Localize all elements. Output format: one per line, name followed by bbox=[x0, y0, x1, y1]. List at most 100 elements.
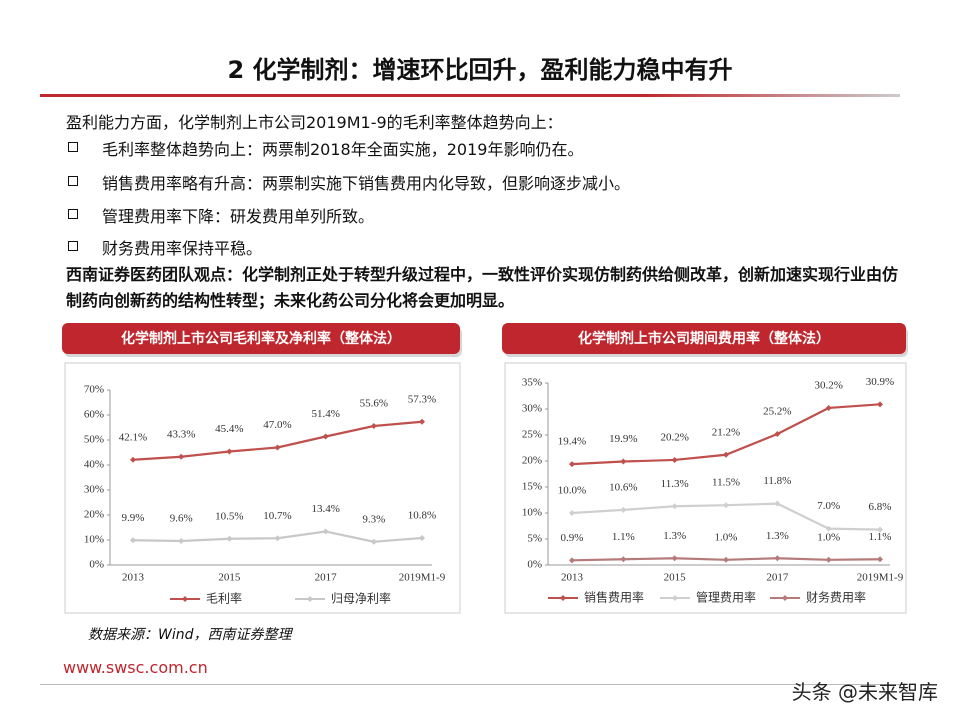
data-label: 10.7% bbox=[263, 510, 291, 522]
data-point bbox=[370, 538, 377, 545]
data-label: 10.5% bbox=[215, 510, 243, 522]
legend-marker bbox=[782, 595, 788, 601]
data-label: 1.1% bbox=[869, 531, 892, 543]
data-point bbox=[671, 555, 678, 562]
data-point bbox=[419, 535, 425, 541]
data-label: 57.3% bbox=[408, 393, 436, 405]
data-point bbox=[774, 555, 781, 562]
data-label: 10.0% bbox=[558, 485, 586, 497]
y-tick-label: 10% bbox=[522, 507, 542, 519]
data-point bbox=[569, 510, 575, 516]
title-rule bbox=[40, 94, 900, 97]
y-tick-label: 5% bbox=[527, 533, 542, 545]
data-label: 1.0% bbox=[715, 531, 738, 543]
data-label: 42.1% bbox=[119, 431, 147, 443]
data-point bbox=[774, 430, 781, 437]
data-label: 6.8% bbox=[869, 501, 892, 513]
bullet: 毛利率整体趋势向上：两票制2018年全面实施，2019年影响仍在。 bbox=[66, 136, 583, 160]
data-point bbox=[723, 502, 729, 509]
data-label: 7.0% bbox=[817, 500, 840, 512]
legend-marker bbox=[182, 596, 188, 602]
data-label: 11.8% bbox=[763, 475, 791, 487]
data-point bbox=[620, 458, 627, 465]
data-point bbox=[620, 556, 627, 563]
data-label: 47.0% bbox=[263, 419, 291, 431]
y-tick-label: 50% bbox=[84, 434, 104, 446]
watermark: 头条 @未来智库 bbox=[791, 680, 938, 704]
data-label: 1.3% bbox=[766, 530, 789, 542]
y-tick-label: 40% bbox=[84, 459, 104, 471]
y-tick-label: 30% bbox=[84, 484, 104, 496]
data-label: 19.9% bbox=[609, 433, 637, 445]
y-tick-label: 0% bbox=[527, 559, 542, 571]
data-label: 10.8% bbox=[408, 510, 436, 522]
legend-label: 管理费用率 bbox=[696, 590, 756, 605]
x-tick-label: 2015 bbox=[664, 572, 687, 584]
data-point bbox=[322, 433, 329, 440]
data-label: 55.6% bbox=[360, 398, 388, 410]
data-point bbox=[620, 506, 627, 513]
data-point bbox=[178, 453, 185, 460]
data-point bbox=[723, 556, 729, 563]
data-point bbox=[226, 448, 233, 455]
data-point bbox=[877, 526, 883, 533]
legend-label: 财务费用率 bbox=[806, 590, 866, 605]
data-point bbox=[419, 418, 425, 425]
chart-frame bbox=[504, 362, 907, 614]
data-label: 21.2% bbox=[712, 426, 740, 438]
data-point bbox=[322, 528, 329, 535]
data-point bbox=[877, 556, 883, 563]
data-point bbox=[671, 456, 678, 463]
source-note: 数据来源：Wind，西南证券整理 bbox=[88, 627, 292, 643]
data-point bbox=[774, 500, 781, 507]
data-label: 13.4% bbox=[311, 503, 339, 515]
data-point bbox=[825, 556, 832, 563]
data-point bbox=[825, 404, 832, 411]
data-label: 11.5% bbox=[712, 477, 740, 489]
x-tick-label: 2013 bbox=[122, 572, 145, 584]
x-tick-label: 2017 bbox=[766, 572, 789, 584]
data-point bbox=[274, 444, 281, 451]
legend-marker bbox=[307, 596, 313, 602]
y-tick-label: 35% bbox=[522, 377, 542, 389]
intro-text: 盈利能力方面，化学制剂上市公司2019M1-9的毛利率整体趋势向上： bbox=[66, 113, 563, 132]
data-label: 1.1% bbox=[612, 531, 635, 543]
bullet: 财务费用率保持平稳。 bbox=[66, 235, 262, 259]
data-label: 19.4% bbox=[558, 436, 586, 448]
data-label: 10.6% bbox=[609, 481, 637, 493]
chart-title: 化学制剂上市公司期间费用率（整体法） bbox=[578, 330, 830, 347]
x-tick-label: 2013 bbox=[561, 572, 584, 584]
data-point bbox=[569, 461, 575, 468]
footer-rule bbox=[40, 684, 900, 685]
data-point bbox=[825, 525, 832, 532]
data-point bbox=[226, 535, 233, 542]
legend-label: 归母净利率 bbox=[331, 591, 391, 606]
data-point bbox=[274, 535, 281, 542]
viewpoint: 西南证券医药团队观点：化学制剂正处于转型升级过程中，一致性评价实现仿制药供给侧改… bbox=[66, 265, 899, 310]
y-tick-label: 10% bbox=[84, 534, 104, 546]
y-tick-label: 60% bbox=[84, 409, 104, 421]
data-label: 25.2% bbox=[763, 405, 791, 417]
y-tick-label: 0% bbox=[89, 559, 104, 571]
data-label: 30.9% bbox=[866, 376, 894, 388]
data-point bbox=[130, 537, 136, 544]
y-tick-label: 20% bbox=[84, 509, 104, 521]
data-point bbox=[178, 538, 185, 544]
data-label: 20.2% bbox=[660, 431, 688, 443]
chart-banner bbox=[62, 323, 460, 354]
data-label: 1.3% bbox=[663, 530, 686, 542]
data-label: 0.9% bbox=[561, 532, 584, 544]
data-label: 30.2% bbox=[814, 379, 842, 391]
data-point bbox=[877, 401, 883, 408]
x-tick-label: 2019M1-9 bbox=[399, 572, 446, 584]
data-point bbox=[370, 423, 377, 429]
y-tick-label: 25% bbox=[522, 429, 542, 441]
bullet: 销售费用率略有升高：两票制实施下销售费用内化导致，但影响逐步减小。 bbox=[66, 170, 630, 194]
data-label: 45.4% bbox=[215, 423, 243, 435]
data-label: 51.4% bbox=[311, 408, 339, 420]
legend-label: 毛利率 bbox=[206, 591, 242, 606]
y-tick-label: 30% bbox=[522, 403, 542, 415]
data-point bbox=[569, 557, 575, 564]
